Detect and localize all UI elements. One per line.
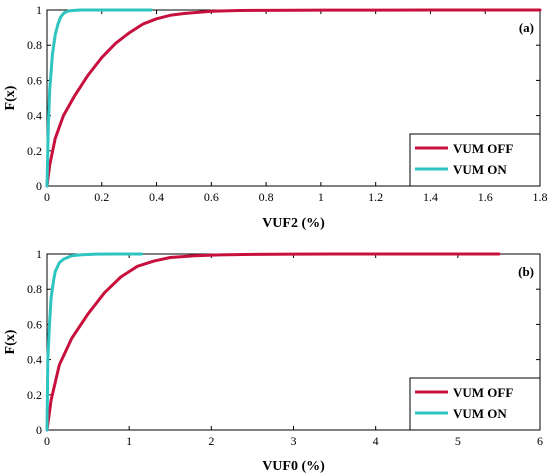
chart-panel-b: 0 1 2 3 4 5 6 0 0.2 0.4 0.6 0.8 1 VUF0 (%) F(x) (b) VUM … (3, 247, 543, 474)
series-line-vum-off (45, 252, 501, 432)
chart-panel-a: 0 0.2 0.4 0.6 0.8 1 1.2 1.4 1.6 1.8 0 0.2 0.4 0.6 0.8 1… (3, 3, 548, 231)
x-tick-label: 2 (208, 434, 214, 448)
x-tick-label: 0 (44, 190, 50, 204)
x-tick-label: 5 (455, 434, 461, 448)
series-line-vum-on (45, 252, 143, 432)
x-tick-label: 0.4 (149, 190, 164, 204)
y-tick-label: 0.2 (27, 144, 42, 158)
x-tick-label: 0.2 (94, 190, 109, 204)
legend: VUM OFF VUM ON (409, 133, 541, 187)
y-tick-label: 0 (36, 423, 42, 437)
y-tick-label: 0.4 (27, 109, 42, 123)
y-tick-label: 0.8 (27, 38, 42, 52)
x-tick-label: 1 (126, 434, 132, 448)
x-tick-label: 4 (373, 434, 379, 448)
x-tick-label: 1.8 (533, 190, 548, 204)
legend-label: VUM OFF (453, 141, 513, 156)
panel-label: (b) (518, 264, 534, 279)
y-axis-label: F(x) (3, 329, 18, 354)
x-axis-label: VUF0 (%) (262, 459, 325, 474)
x-tick-label: 0 (44, 434, 50, 448)
x-tick-label: 1.6 (478, 190, 493, 204)
y-tick-label: 0.6 (27, 317, 42, 331)
legend-label: VUM ON (453, 406, 507, 421)
x-tick-label: 0.6 (204, 190, 219, 204)
y-tick-label: 0.6 (27, 73, 42, 87)
y-tick-label: 0.4 (27, 353, 42, 367)
y-tick-label: 0.2 (27, 388, 42, 402)
x-tick-label: 1.2 (368, 190, 383, 204)
y-tick-label: 1 (36, 3, 42, 17)
x-tick-label: 1 (318, 190, 324, 204)
y-tick-label: 0 (36, 179, 42, 193)
legend: VUM OFF VUM ON (409, 377, 541, 431)
x-tick-label: 6 (537, 434, 543, 448)
x-tick-label: 0.8 (259, 190, 274, 204)
panel-label: (a) (519, 20, 534, 35)
series-line-vum-on (45, 8, 153, 188)
y-axis-label: F(x) (3, 85, 18, 110)
y-tick-label: 1 (36, 247, 42, 261)
x-tick-label: 1.4 (423, 190, 438, 204)
series-line-vum-off (45, 8, 542, 188)
x-tick-label: 3 (291, 434, 297, 448)
legend-label: VUM OFF (453, 385, 513, 400)
legend-box (409, 377, 541, 431)
y-tick-label: 0.8 (27, 282, 42, 296)
x-axis-label: VUF2 (%) (262, 216, 325, 231)
legend-box (409, 133, 541, 187)
legend-label: VUM ON (453, 162, 507, 177)
